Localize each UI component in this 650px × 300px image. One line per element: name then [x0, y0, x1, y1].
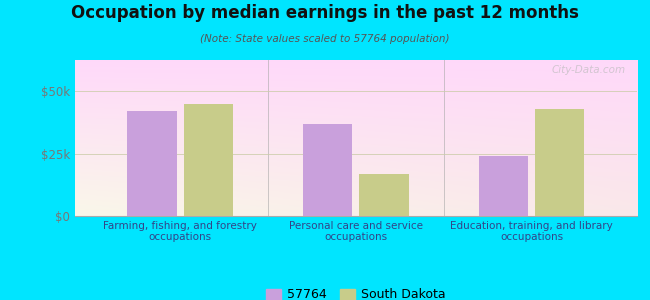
Bar — [359, 174, 409, 216]
Text: City-Data.com: City-Data.com — [552, 65, 626, 75]
Bar — [184, 104, 233, 216]
Bar — [303, 124, 352, 216]
Legend: 57764, South Dakota: 57764, South Dakota — [261, 284, 450, 300]
Bar — [127, 111, 177, 216]
Text: (Note: State values scaled to 57764 population): (Note: State values scaled to 57764 popu… — [200, 34, 450, 44]
Text: Occupation by median earnings in the past 12 months: Occupation by median earnings in the pas… — [71, 4, 579, 22]
Bar — [479, 156, 528, 216]
Bar — [535, 109, 584, 216]
